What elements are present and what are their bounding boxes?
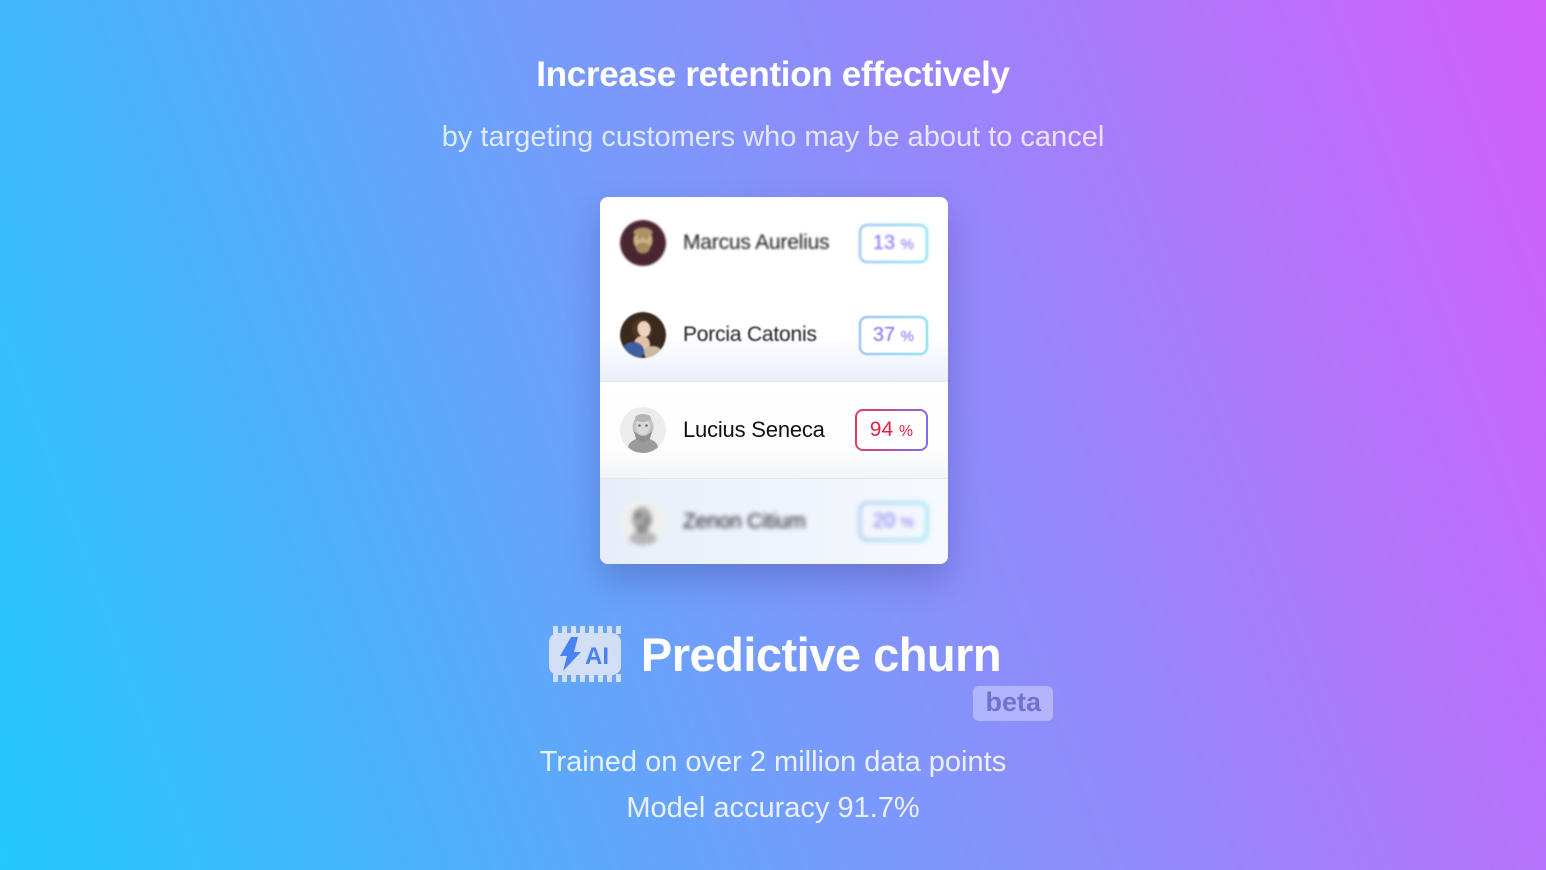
customer-row-lucius-seneca[interactable]: Lucius Seneca 94 %	[600, 381, 948, 478]
page-subtitle: by targeting customers who may be about …	[441, 121, 1105, 153]
customer-name: Lucius Seneca	[683, 417, 825, 442]
percent-sign: %	[900, 327, 914, 345]
churn-value: 37	[872, 323, 896, 346]
avatar-marcus-aurelius	[620, 220, 666, 266]
stat-training-data: Trained on over 2 million data points	[539, 746, 1007, 778]
page-title: Increase retention effectively	[536, 55, 1010, 94]
customer-row-porcia-catonis[interactable]: Porcia Catonis 37 %	[600, 289, 948, 381]
avatar-zenon-citium	[620, 498, 666, 545]
lightning-bolt-icon	[559, 637, 581, 671]
feature-stats: Trained on over 2 million data points Mo…	[0, 739, 1546, 831]
beta-badge: beta	[973, 686, 1053, 721]
churn-value: 13	[872, 231, 896, 254]
feature-title: Predictive churn	[640, 627, 1002, 681]
percent-sign: %	[898, 423, 913, 440]
avatar-porcia-catonis	[620, 312, 666, 358]
churn-badge-high-risk: 94 %	[854, 409, 928, 451]
customer-name: Porcia Catonis	[683, 323, 817, 346]
feature-banner: AI Predictive churn beta Trained on over…	[0, 626, 1546, 831]
customer-name: Zenon Citium	[683, 509, 806, 533]
churn-value: 20	[872, 510, 896, 532]
churn-customer-list: Marcus Aurelius 13 %	[600, 197, 948, 564]
percent-sign: %	[900, 235, 914, 253]
percent-sign: %	[900, 514, 914, 531]
churn-badge: 37 %	[858, 315, 928, 355]
churn-badge: 13 %	[858, 223, 928, 263]
churn-value: 94	[869, 418, 894, 441]
customer-row-marcus-aurelius[interactable]: Marcus Aurelius 13 %	[600, 197, 948, 289]
avatar-lucius-seneca	[620, 407, 666, 453]
ai-icon-label: AI	[585, 643, 609, 670]
ai-chip-icon: AI	[545, 626, 625, 682]
customer-name: Marcus Aurelius	[683, 231, 830, 254]
customer-row-zenon-citium[interactable]: Zenon Citium 20 %	[600, 478, 948, 564]
stat-model-accuracy: Model accuracy 91.7%	[626, 792, 920, 824]
churn-badge: 20 %	[858, 502, 928, 541]
